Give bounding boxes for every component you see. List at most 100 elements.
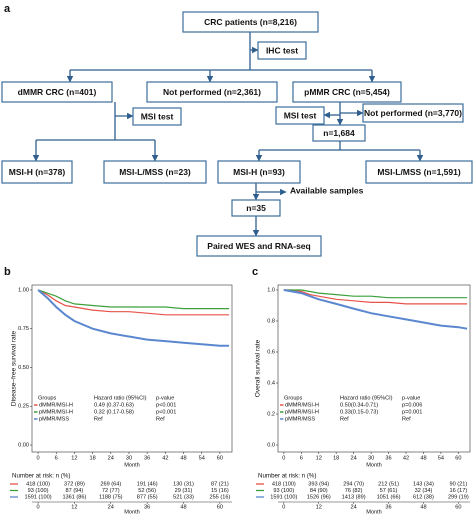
flow-label: pMMR CRC (n=5,454) <box>304 87 390 97</box>
x-tick-label: 42 <box>403 455 409 461</box>
risk-count: 269 (64) <box>100 481 121 487</box>
flow-label: MSI test <box>141 111 174 121</box>
y-tick-label: 0.2 <box>267 411 275 417</box>
x-tick-label: 54 <box>438 455 444 461</box>
risk-tick-label: 48 <box>420 504 426 510</box>
risk-title: Number at risk: n (%) <box>258 473 316 480</box>
flow-box <box>217 160 301 184</box>
panel-label: a <box>4 3 11 15</box>
survival-curve <box>37 289 229 347</box>
legend-header: Groups <box>38 395 57 401</box>
risk-count: 299 (19) <box>448 494 469 500</box>
flow-label: MSI-H (n=378) <box>9 167 66 177</box>
risk-tick-label: 12 <box>71 504 77 510</box>
legend-stat: Ref <box>402 416 411 422</box>
risk-count: 29 (31) <box>175 488 193 494</box>
survival-curve <box>37 289 229 316</box>
risk-count: 612 (38) <box>413 494 434 500</box>
x-axis-title: Month <box>366 462 382 468</box>
x-tick-label: 36 <box>144 455 150 461</box>
legend-label: pMMR/MSI-H <box>39 409 73 415</box>
legend-header: Groups <box>284 395 303 401</box>
risk-tick-label: 24 <box>108 504 114 510</box>
flow-label: n=1,684 <box>323 128 355 138</box>
flow-box <box>1 160 73 184</box>
risk-count: 1413 (89) <box>342 494 366 500</box>
risk-count: 87 (21) <box>211 481 229 487</box>
legend-stat: 0.50(0.34-0.71) <box>340 402 378 408</box>
risk-title: Number at risk: n (%) <box>12 473 70 480</box>
legend-stat: 0.33(0.15-0.73) <box>340 409 378 415</box>
flow-box <box>292 81 402 103</box>
legend-header: p-value <box>402 395 420 401</box>
flow-box <box>362 103 464 123</box>
flow-box <box>231 199 281 217</box>
risk-tick-label: 0 <box>36 504 39 510</box>
flow-box <box>196 235 322 257</box>
legend-label: pMMR/MSS <box>285 416 315 422</box>
survival-curve <box>283 289 468 299</box>
y-tick-label: 0.4 <box>267 380 275 386</box>
risk-count: 1361 (86) <box>62 494 86 500</box>
x-tick-label: 18 <box>333 455 339 461</box>
legend-stat: Ref <box>94 416 103 422</box>
flow-label: Paired WES and RNA-seq <box>207 241 310 251</box>
y-tick-label: 0.75 <box>18 326 29 332</box>
x-tick-label: 48 <box>180 455 186 461</box>
risk-count: 93 (100) <box>28 488 49 494</box>
x-tick-label: 30 <box>368 455 374 461</box>
legend-stat: p=0.001 <box>402 409 422 415</box>
x-tick-label: 54 <box>199 455 205 461</box>
y-axis-title: Disease–free survival rate <box>11 331 18 407</box>
survival-curve <box>37 289 229 310</box>
risk-count: 130 (31) <box>173 481 194 487</box>
risk-count: 1526 (96) <box>307 494 331 500</box>
y-tick-label: 0.8 <box>267 318 275 324</box>
y-tick-label: 0.6 <box>267 349 275 355</box>
flow-label: MSI test <box>284 110 317 120</box>
panel-label: b <box>4 266 11 278</box>
legend-label: dMMR/MSI-H <box>285 402 319 408</box>
y-tick-label: 1.0 <box>267 287 275 293</box>
flow-box <box>132 107 182 126</box>
risk-count: 1591 (100) <box>25 494 52 500</box>
risk-tick-label: 60 <box>217 504 223 510</box>
x-tick-label: 12 <box>71 455 77 461</box>
risk-count: 1591 (100) <box>270 494 297 500</box>
flow-box <box>257 41 307 60</box>
risk-count: 1051 (66) <box>377 494 401 500</box>
x-tick-label: 6 <box>300 455 303 461</box>
x-tick-label: 12 <box>316 455 322 461</box>
risk-tick-label: 48 <box>180 504 186 510</box>
flow-label: Not performed (n=3,770) <box>364 108 462 118</box>
legend-label: pMMR/MSI-H <box>285 409 319 415</box>
flow-box <box>1 81 113 103</box>
risk-count: 372 (89) <box>64 481 85 487</box>
y-tick-label: 0.00 <box>18 443 29 449</box>
legend-stat: Ref <box>156 416 165 422</box>
legend-stat: 0.32 (0.17-0.58) <box>94 409 134 415</box>
flow-label: MSI-L/MSS (n=23) <box>119 167 191 177</box>
risk-count: 212 (51) <box>378 481 399 487</box>
y-tick-label: 0.0 <box>267 443 275 449</box>
x-axis-title: Month <box>124 462 140 468</box>
x-tick-label: 0 <box>282 455 285 461</box>
legend-stat: Ref <box>340 416 349 422</box>
x-tick-label: 30 <box>126 455 132 461</box>
risk-count: 76 (82) <box>345 488 363 494</box>
km-chart: b 0.00 0.25 0.50 0.75 1.00 0 6 12 18 24 30 36 42 48 54 6… <box>4 266 233 515</box>
risk-count: 16 (17) <box>449 488 467 494</box>
risk-count: 72 (77) <box>102 488 120 494</box>
x-tick-label: 60 <box>455 455 461 461</box>
flow-box <box>146 81 278 103</box>
risk-count: 57 (61) <box>380 488 398 494</box>
survival-curve <box>283 289 468 330</box>
risk-count: 393 (94) <box>308 481 329 487</box>
risk-count: 90 (21) <box>449 481 467 487</box>
legend-header: p-value <box>156 395 174 401</box>
flow-note: Available samples <box>290 185 364 195</box>
risk-count: 294 (70) <box>343 481 364 487</box>
x-tick-label: 24 <box>108 455 114 461</box>
legend-label: dMMR/MSI-H <box>39 402 73 408</box>
